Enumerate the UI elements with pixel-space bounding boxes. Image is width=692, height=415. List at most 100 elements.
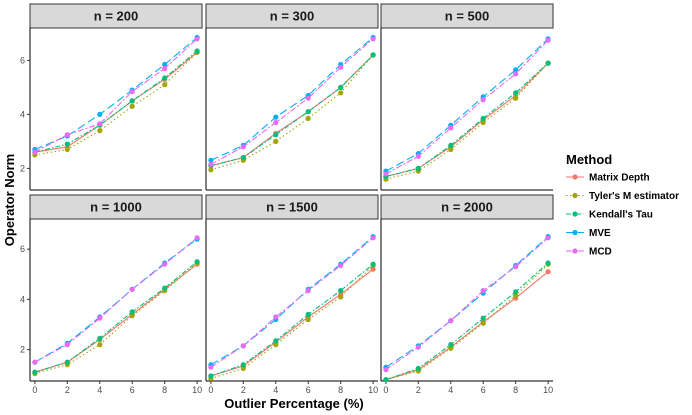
data-point-kendall-s-tau bbox=[194, 259, 200, 265]
facet-title: n = 200 bbox=[94, 9, 138, 24]
x-tick-label: 4 bbox=[97, 385, 102, 395]
facet-strip bbox=[29, 194, 203, 220]
data-point-kendall-s-tau bbox=[513, 289, 519, 295]
data-point-kendall-s-tau bbox=[338, 84, 344, 90]
x-tick-label: 8 bbox=[338, 385, 343, 395]
data-point-kendall-s-tau bbox=[338, 288, 344, 294]
y-axis-title: Operator Norm bbox=[2, 154, 17, 246]
data-point-kendall-s-tau bbox=[129, 98, 135, 104]
data-point-mcd bbox=[415, 153, 421, 159]
series-line-mve bbox=[385, 236, 549, 368]
series-line-mve bbox=[385, 38, 549, 172]
facet-strip bbox=[380, 194, 554, 220]
series-line-tyler-s-m-estimator bbox=[385, 263, 549, 381]
data-point-kendall-s-tau bbox=[194, 48, 200, 54]
data-point-tyler-s-m-estimator bbox=[338, 294, 344, 300]
x-tick-label: 6 bbox=[481, 385, 486, 395]
data-point-tyler-s-m-estimator bbox=[129, 313, 135, 319]
data-point-matrix-depth bbox=[545, 269, 551, 275]
series-line-kendall-s-tau bbox=[210, 263, 374, 377]
series-line-mcd bbox=[385, 237, 549, 371]
x-tick-label: 4 bbox=[448, 385, 453, 395]
data-point-kendall-s-tau bbox=[415, 365, 421, 371]
legend-label: Tyler's M estimator bbox=[589, 191, 679, 202]
series-line-mcd bbox=[34, 237, 198, 363]
legend-key-point bbox=[572, 192, 578, 199]
series-line-kendall-s-tau bbox=[385, 262, 549, 381]
y-tick-label: 2 bbox=[20, 345, 25, 355]
data-point-kendall-s-tau bbox=[545, 260, 551, 266]
x-tick-label: 2 bbox=[416, 385, 421, 395]
legend-item-mve: MVE bbox=[566, 228, 611, 239]
data-point-tyler-s-m-estimator bbox=[338, 90, 344, 96]
x-tick-label: 2 bbox=[241, 385, 246, 395]
data-point-mcd bbox=[162, 65, 168, 72]
series-line-matrix-depth bbox=[34, 263, 198, 373]
data-point-mcd bbox=[338, 262, 344, 269]
data-point-mcd bbox=[240, 144, 246, 150]
legend-title: Method bbox=[566, 152, 612, 167]
y-tick-label: 2 bbox=[20, 163, 25, 173]
x-tick-label: 6 bbox=[130, 385, 135, 395]
data-point-kendall-s-tau bbox=[415, 165, 421, 171]
data-point-kendall-s-tau bbox=[273, 338, 279, 344]
data-point-mcd bbox=[383, 367, 389, 373]
data-point-mve bbox=[208, 157, 214, 163]
data-point-kendall-s-tau bbox=[162, 75, 168, 81]
data-point-mcd bbox=[273, 314, 279, 320]
facet-panel-n-1000: n = 1000 2 4 6 0 2 4 6 8 10 bbox=[20, 194, 203, 395]
legend-item-kendall-s-tau: Kendall's Tau bbox=[566, 210, 653, 221]
x-tick-label: 2 bbox=[65, 385, 70, 395]
data-point-kendall-s-tau bbox=[208, 373, 214, 379]
series-line-kendall-s-tau bbox=[34, 50, 198, 153]
data-point-tyler-s-m-estimator bbox=[305, 316, 311, 323]
data-point-tyler-s-m-estimator bbox=[64, 146, 70, 153]
data-point-tyler-s-m-estimator bbox=[129, 103, 135, 109]
legend-key-point bbox=[572, 248, 578, 254]
data-point-mcd bbox=[513, 264, 519, 270]
x-tick-label: 8 bbox=[162, 385, 167, 395]
legend-key-point bbox=[572, 174, 578, 180]
facet-strip bbox=[380, 3, 554, 29]
legend: Method Matrix Depth Tyler's M estimator Ken… bbox=[566, 152, 679, 258]
data-point-mcd bbox=[370, 36, 376, 42]
data-point-mcd bbox=[370, 235, 376, 241]
x-tick-label: 0 bbox=[32, 385, 37, 395]
facet-title: n = 1500 bbox=[266, 200, 318, 215]
legend-label: MCD bbox=[589, 247, 612, 258]
facet-strip bbox=[205, 194, 379, 220]
data-point-mcd bbox=[480, 288, 486, 294]
legend-label: Matrix Depth bbox=[589, 173, 650, 184]
data-point-mcd bbox=[305, 288, 311, 294]
data-point-mve bbox=[513, 67, 519, 73]
data-point-kendall-s-tau bbox=[545, 60, 551, 66]
facet-title: n = 500 bbox=[445, 9, 489, 24]
data-point-tyler-s-m-estimator bbox=[480, 119, 486, 126]
series-line-matrix-depth bbox=[210, 268, 374, 377]
data-point-kendall-s-tau bbox=[370, 261, 376, 267]
data-point-mcd bbox=[97, 121, 103, 127]
data-point-tyler-s-m-estimator bbox=[273, 138, 279, 144]
series-line-kendall-s-tau bbox=[210, 54, 374, 167]
data-point-tyler-s-m-estimator bbox=[448, 345, 454, 351]
data-point-kendall-s-tau bbox=[480, 115, 486, 121]
y-tick-label: 4 bbox=[20, 109, 25, 119]
data-point-tyler-s-m-estimator bbox=[448, 146, 454, 153]
series-line-mve bbox=[34, 37, 198, 151]
legend-label: Kendall's Tau bbox=[589, 210, 653, 221]
data-point-kendall-s-tau bbox=[273, 132, 279, 138]
x-tick-label: 6 bbox=[306, 385, 311, 395]
data-point-mcd bbox=[545, 37, 551, 43]
x-tick-label: 0 bbox=[383, 385, 388, 395]
data-point-mcd bbox=[32, 149, 38, 155]
legend-label: MVE bbox=[589, 228, 611, 239]
data-point-mcd bbox=[240, 343, 246, 349]
facet-title: n = 2000 bbox=[441, 200, 493, 215]
data-point-tyler-s-m-estimator bbox=[97, 342, 103, 348]
series-line-kendall-s-tau bbox=[34, 261, 198, 373]
series-line-mcd bbox=[34, 38, 198, 153]
series-line-kendall-s-tau bbox=[385, 62, 549, 178]
legend-item-matrix-depth: Matrix Depth bbox=[566, 173, 650, 184]
facet-title: n = 1000 bbox=[90, 200, 142, 215]
